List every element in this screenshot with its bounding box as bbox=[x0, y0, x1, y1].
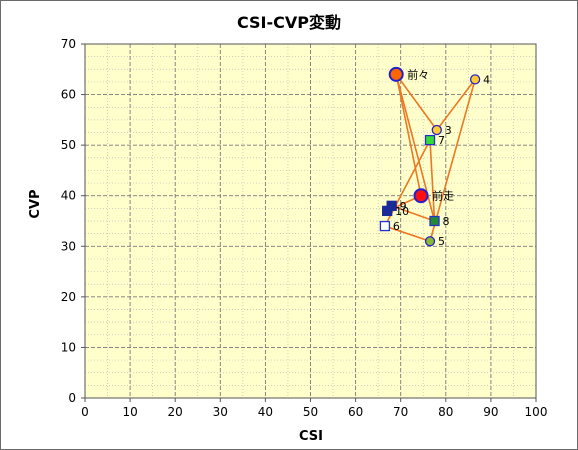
y-axis-title: CVP bbox=[28, 189, 43, 218]
data-label: 9 bbox=[400, 200, 407, 213]
data-point bbox=[469, 74, 481, 85]
data-label: 10 bbox=[395, 205, 409, 218]
x-tick-label: 20 bbox=[168, 405, 183, 419]
y-tick-label: 60 bbox=[61, 88, 76, 102]
y-tick-label: 40 bbox=[61, 189, 76, 203]
y-tick-label: 50 bbox=[61, 138, 76, 152]
data-point bbox=[431, 124, 442, 136]
series-line bbox=[436, 78, 476, 131]
data-point bbox=[388, 66, 404, 82]
y-tick-label: 70 bbox=[61, 37, 76, 51]
data-label: 前走 bbox=[432, 189, 454, 203]
series-line bbox=[384, 139, 431, 227]
chart-title: CSI-CVP変動 bbox=[237, 13, 341, 32]
data-point bbox=[413, 188, 429, 204]
x-tick-label: 100 bbox=[525, 405, 548, 419]
x-tick-label: 10 bbox=[122, 405, 137, 419]
x-axis-title: CSI bbox=[299, 429, 323, 444]
data-label: 7 bbox=[438, 134, 445, 147]
data-point bbox=[424, 134, 436, 146]
y-tick-label: 30 bbox=[61, 239, 76, 253]
series-line bbox=[395, 74, 422, 196]
data-label: 前々 bbox=[407, 67, 429, 81]
data-point bbox=[382, 205, 393, 217]
series-line bbox=[395, 73, 438, 131]
x-tick-label: 90 bbox=[483, 405, 498, 419]
x-tick-label: 60 bbox=[348, 405, 363, 419]
x-tick-label: 50 bbox=[303, 405, 318, 419]
y-tick-label: 0 bbox=[68, 391, 76, 405]
data-label: 8 bbox=[443, 215, 450, 228]
y-tick-label: 10 bbox=[61, 340, 76, 354]
series-line bbox=[429, 140, 436, 222]
series-line bbox=[384, 225, 431, 242]
x-tick-label: 80 bbox=[438, 405, 453, 419]
data-label: 4 bbox=[483, 73, 490, 86]
series-line bbox=[429, 79, 476, 242]
x-tick-label: 70 bbox=[393, 405, 408, 419]
data-point bbox=[379, 220, 391, 232]
data-label: 6 bbox=[393, 220, 400, 233]
x-tick-label: 0 bbox=[81, 405, 89, 419]
data-point bbox=[424, 236, 436, 247]
x-tick-label: 30 bbox=[213, 405, 228, 419]
series-line bbox=[391, 205, 435, 222]
y-tick-label: 20 bbox=[61, 290, 76, 304]
data-point bbox=[429, 215, 440, 227]
data-label: 5 bbox=[438, 235, 445, 248]
data-label: 3 bbox=[445, 124, 452, 137]
x-tick-label: 40 bbox=[258, 405, 273, 419]
